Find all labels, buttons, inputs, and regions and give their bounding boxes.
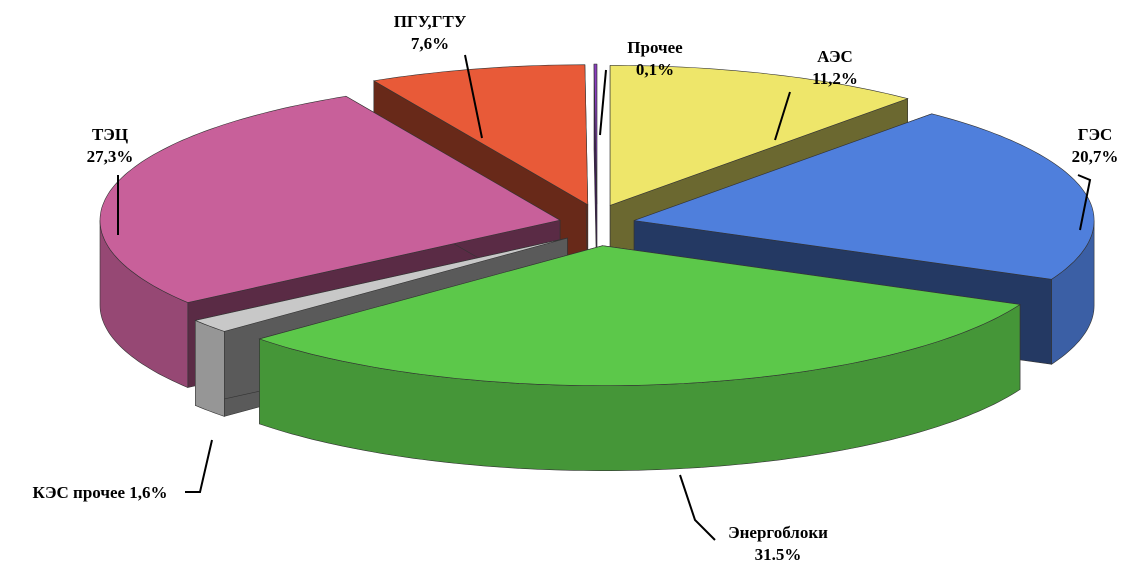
- slice-top: [99, 95, 561, 303]
- value-label: 27,3%: [87, 147, 134, 166]
- value-label: 20,7%: [1072, 147, 1119, 166]
- value-label: 1,6%: [129, 483, 167, 502]
- leader-line: [679, 474, 716, 541]
- value-label: 7,6%: [411, 34, 449, 53]
- slice-top: [633, 113, 1095, 280]
- leader-line: [1077, 174, 1092, 231]
- value-label: 11,2%: [812, 69, 858, 88]
- leader-line: [774, 91, 791, 141]
- slice-wall: [195, 319, 225, 417]
- value-label: 31.5%: [755, 545, 802, 562]
- slice-top: [609, 65, 909, 206]
- category-label: КЭС прочее: [32, 483, 125, 502]
- leader-line: [599, 69, 607, 136]
- category-label: Энергоблоки: [728, 523, 828, 542]
- value-label: 0,1%: [636, 60, 674, 79]
- leader-line: [185, 439, 213, 493]
- category-label: Прочее: [627, 38, 683, 57]
- leader-line: [464, 54, 483, 139]
- slice-top: [593, 63, 598, 205]
- pie-slice: [593, 63, 598, 290]
- category-label: ПГУ,ГТУ: [394, 12, 467, 31]
- slice-top: [258, 245, 1021, 386]
- category-label: ТЭЦ: [92, 125, 128, 144]
- category-label: ГЭС: [1078, 125, 1113, 144]
- category-label: АЭС: [817, 47, 853, 66]
- slice-top: [194, 237, 568, 332]
- data-label: КЭС прочее 1,6%: [32, 483, 167, 502]
- pie-slice: [258, 245, 1021, 471]
